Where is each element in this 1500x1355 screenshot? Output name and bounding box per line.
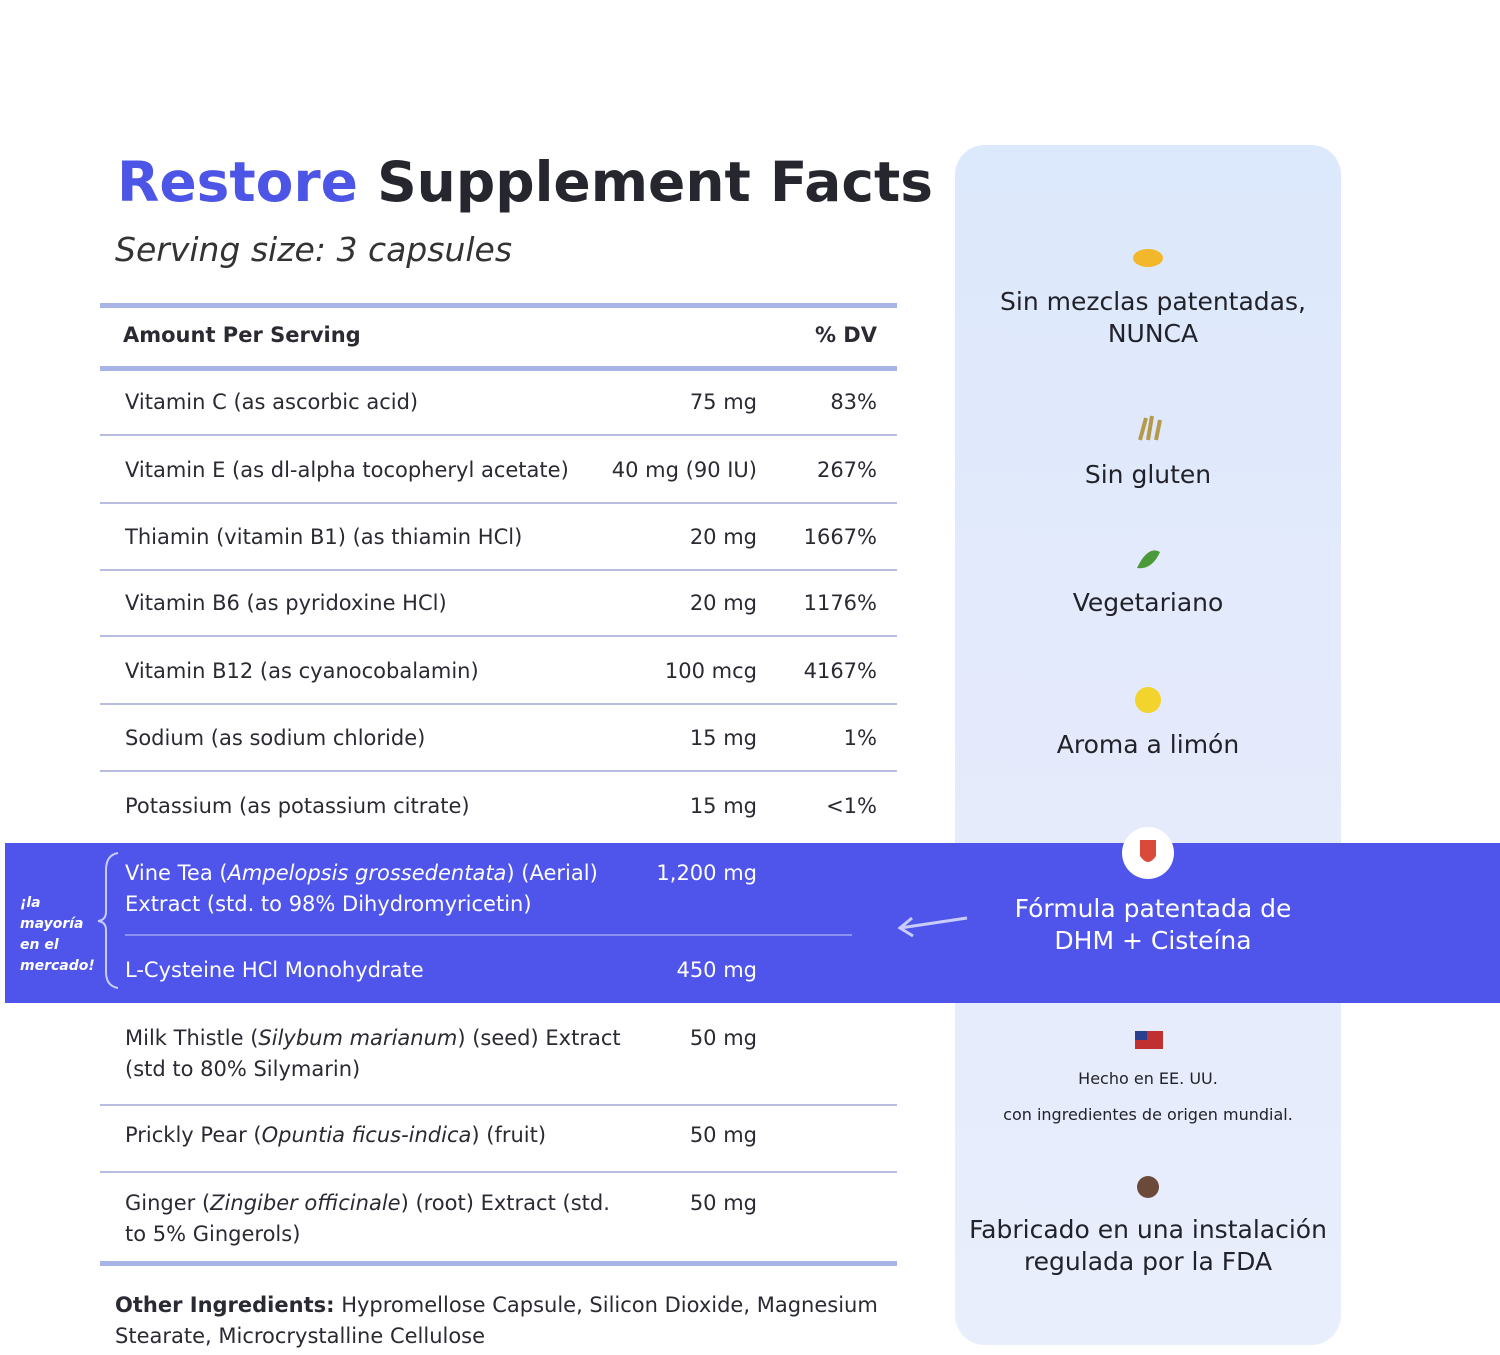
ingredient-name: Vitamin C (as ascorbic acid) [125,390,419,414]
rule [100,434,897,436]
icons [1122,249,1174,1198]
feature-panel [955,145,1341,1345]
daily-value: 267% [816,458,877,482]
amount: 1,200 mg [656,861,757,885]
rule [100,303,897,308]
amount: 100 mcg [664,659,757,683]
name-part: Ginger ( [125,1191,211,1215]
amount: 50 mg [689,1191,757,1215]
name-part: Opuntia ficus-indica [261,1123,472,1147]
name-part: Ampelopsis grossedentata [227,861,507,885]
amount: 15 mg [689,726,757,750]
ingredient-name: Thiamin (vitamin B1) (as thiamin HCl) [125,525,523,549]
name-part: Milk Thistle ( [125,1026,259,1050]
text: Hypromellose Capsule, Silicon Dioxide, M… [115,1293,878,1348]
feature-text: Hecho en EE. UU. [1078,1069,1218,1088]
name-part: ) (Aerial) Extract (std. to 98% Dihydrom… [125,861,598,916]
name-part: Prickly Pear ( [125,1123,262,1147]
serving-size: Serving size: 3 capsules [115,230,513,269]
rule [100,502,897,504]
amount: 50 mg [689,1123,757,1147]
daily-value: 1% [843,726,877,750]
feature-text: Sin mezclas patentadas, NUNCA [1000,287,1306,348]
daily-value: 83% [830,390,877,414]
daily-value: 1176% [803,591,877,615]
title-brand: Restore [117,150,358,214]
rule [100,770,897,772]
rule [100,569,897,571]
ingredient-name: Prickly Pear (Opuntia ficus-indica) (fru… [125,1120,625,1151]
ingredient-name: Vitamin E (as dl-alpha tocopheryl acetat… [125,458,569,482]
ingredient-name: Potassium (as potassium citrate) [125,794,470,818]
amount: 50 mg [689,1026,757,1050]
rule [100,635,897,637]
rule [100,1104,897,1106]
ingredient-name: Vitamin B6 (as pyridoxine HCl) [125,591,447,615]
name-part: ) (seed) Extract (std to 80% Silymarin) [125,1026,621,1081]
daily-value: 1667% [803,525,877,549]
daily-value: <1% [826,794,877,818]
ingredient-name: Milk Thistle (Silybum marianum) (seed) E… [125,1023,625,1085]
feature-text: Sin gluten [1084,460,1212,489]
brace [97,852,119,989]
other-ingredients: Other Ingredients: Hypromellose Capsule,… [115,1290,905,1352]
amount: 40 mg (90 IU) [611,458,757,482]
amount: 75 mg [689,390,757,414]
note: ¡la mayoría en el mercado! [20,895,95,974]
name-part: Silybum marianum [258,1026,458,1050]
rule [100,703,897,705]
title-rest: Supplement Facts [377,150,934,214]
amount: 20 mg [689,525,757,549]
name-part: ) (fruit) [471,1123,547,1147]
name-part: Vine Tea ( [125,861,228,885]
name-part: Zingiber officinale [210,1191,401,1215]
feature-text: con ingredientes de origen mundial. [1003,1105,1293,1124]
feature-text: Aroma a limón [1056,730,1240,759]
ingredient-name: Sodium (as sodium chloride) [125,726,426,750]
highlight-band [5,843,1500,1003]
amount: 15 mg [689,794,757,818]
title: Restore Supplement Facts [117,150,933,214]
ingredient-name: Vitamin B12 (as cyanocobalamin) [125,659,479,683]
amount: 450 mg [676,958,757,982]
ingredient-name: L-Cysteine HCl Monohydrate [125,958,424,982]
feature-text: Fórmula patentada de DHM + Cisteína [1014,894,1292,955]
feature-text: Fabricado en una instalación regulada po… [969,1215,1327,1276]
rule [100,1261,897,1266]
rule [100,1171,897,1173]
feature-text: Vegetariano [1072,588,1224,617]
column-header: % DV [814,323,877,347]
rule [100,366,897,371]
ingredient-name: Vine Tea (Ampelopsis grossedentata) (Aer… [125,858,625,920]
name-part: ) (root) Extract (std. to 5% Gingerols) [125,1191,610,1246]
arrow [897,916,968,938]
daily-value: 4167% [803,659,877,683]
label: Other Ingredients: [115,1293,335,1317]
ingredient-name: Ginger (Zingiber officinale) (root) Extr… [125,1188,625,1250]
amount: 20 mg [689,591,757,615]
column-header: Amount Per Serving [123,323,361,347]
